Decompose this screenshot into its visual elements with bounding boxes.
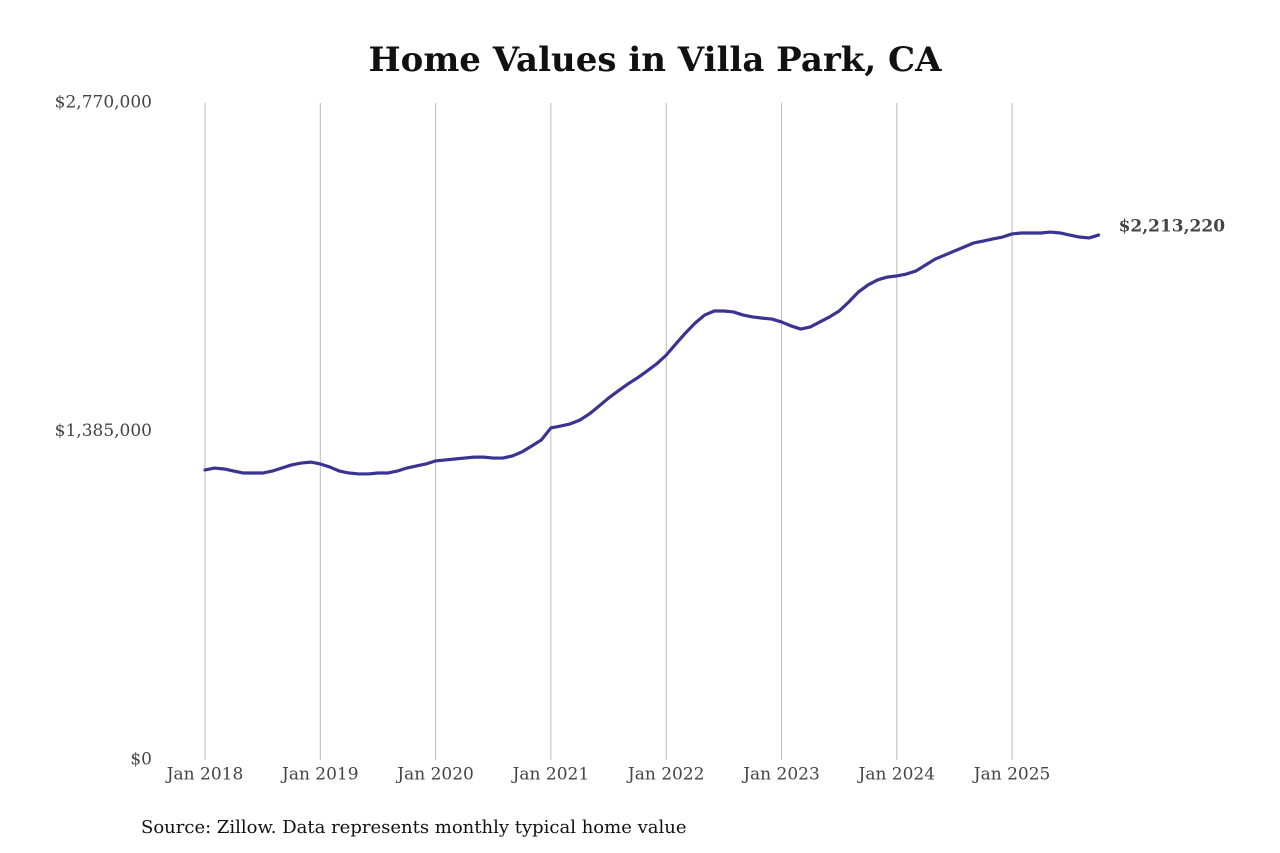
y-tick-label: $1,385,000	[55, 421, 152, 441]
y-tick-label: $0	[130, 750, 152, 770]
source-note: Source: Zillow. Data represents monthly …	[141, 817, 687, 838]
x-tick-label: Jan 2020	[395, 765, 474, 785]
y-tick-label: $2,770,000	[55, 93, 152, 113]
x-tick-label: Jan 2023	[741, 765, 820, 785]
x-tick-label: Jan 2021	[511, 765, 590, 785]
x-tick-label: Jan 2018	[165, 765, 244, 785]
x-tick-label: Jan 2025	[972, 765, 1051, 785]
x-tick-label: Jan 2022	[626, 765, 705, 785]
x-tick-label: Jan 2024	[857, 765, 936, 785]
chart-title: Home Values in Villa Park, CA	[369, 40, 943, 80]
data-line	[203, 230, 1101, 476]
end-value-label: $2,213,220	[1119, 217, 1226, 237]
x-tick-label: Jan 2019	[280, 765, 359, 785]
